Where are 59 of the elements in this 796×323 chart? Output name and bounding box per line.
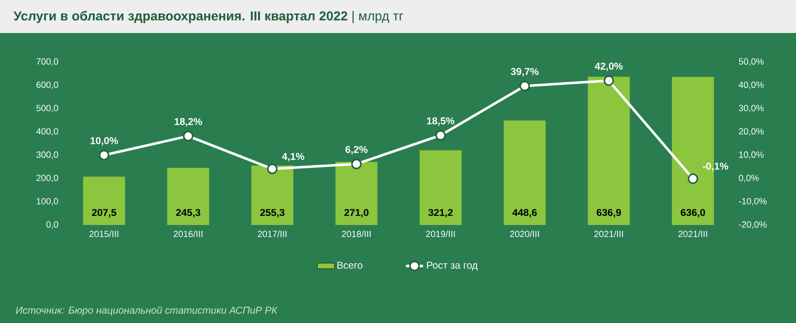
y2-tick-label: 0,0% — [738, 174, 759, 182]
point — [604, 75, 614, 86]
y2-tick-label: 10,0% — [739, 151, 764, 159]
y-tick-label: 300,0 — [36, 151, 58, 159]
legend-label: Рост за год — [427, 262, 478, 271]
point — [435, 130, 446, 141]
y-tick-label: 100,0 — [36, 198, 58, 206]
point — [351, 158, 362, 170]
x-tick-label: 2015/III — [90, 230, 118, 238]
data-label: -0,1% — [702, 162, 728, 172]
data-label: 245,3 — [176, 208, 200, 218]
bar — [420, 150, 462, 225]
y-tick-label: 0,0 — [46, 221, 58, 229]
bar — [588, 76, 630, 225]
data-label: 207,5 — [92, 208, 116, 218]
point — [267, 164, 278, 174]
x-tick-label: 2019/III — [426, 230, 455, 238]
bar — [251, 166, 294, 225]
x-tick-label: 2016/III — [174, 230, 202, 238]
x-tick-label: 2018/III — [342, 230, 371, 238]
data-label: 271,0 — [344, 208, 369, 218]
y-tick-label: 700,0 — [36, 58, 58, 66]
x-tick-label: 2021/III — [678, 230, 708, 238]
y-tick-label: 200,0 — [36, 174, 58, 182]
y2-tick-label: 40,0% — [738, 82, 764, 89]
x-tick-label: 2017/III — [258, 230, 286, 238]
data-label: 4,1% — [282, 152, 304, 162]
y-tick-label: 500,0 — [36, 104, 58, 112]
x-tick-label: 2021/III — [594, 230, 623, 238]
data-label: 636,9 — [596, 208, 621, 218]
point — [182, 130, 194, 142]
point — [688, 173, 698, 184]
point — [519, 80, 530, 92]
data-label: 448,6 — [512, 208, 537, 218]
y-tick-label: 400,0 — [36, 128, 58, 136]
data-label: 6,2% — [345, 146, 368, 154]
data-label: 255,3 — [260, 208, 284, 218]
point — [98, 150, 110, 160]
data-label: 42,0% — [594, 62, 623, 72]
chart-title: Услуги в области здравоохранения. III квартал 2022 | млрд тг — [14, 10, 404, 24]
bar — [83, 176, 126, 225]
y2-tick-label: -20,0% — [738, 221, 767, 229]
legend-label: Всего — [337, 262, 362, 269]
data-label: 18,2% — [174, 118, 202, 127]
data-label: 18,5% — [427, 117, 454, 126]
y2-tick-label: -10,0% — [738, 198, 767, 206]
data-label: 321,2 — [428, 208, 453, 218]
y2-tick-label: 20,0% — [738, 128, 764, 136]
data-label: 10,0% — [90, 137, 118, 146]
y2-tick-label: 30,0% — [738, 104, 764, 112]
bar — [167, 168, 210, 225]
bar — [335, 162, 378, 225]
bar — [504, 120, 546, 225]
x-tick-label: 2020/III — [510, 230, 539, 238]
y-tick-label: 600,0 — [36, 82, 58, 89]
data-label: 636,0 — [680, 208, 706, 218]
text: Источник: Бюро национальной статистики АСПиР РК — [16, 306, 278, 316]
y2-tick-label: 50,0% — [738, 58, 764, 66]
data-label: 39,7% — [510, 68, 539, 76]
